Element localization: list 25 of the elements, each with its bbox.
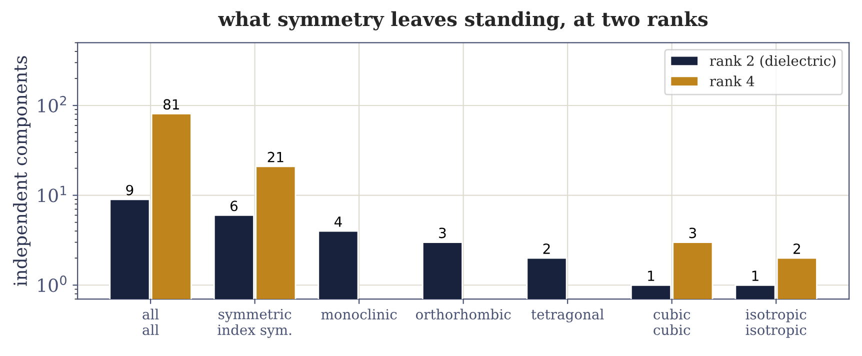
data-label: 6 bbox=[230, 200, 238, 212]
data-label: 1 bbox=[648, 270, 654, 281]
y-axis-title: independent components bbox=[13, 56, 31, 286]
data-label: 4 bbox=[334, 216, 342, 227]
x-tick-label: all all bbox=[142, 308, 159, 336]
y-tick-label: 10$^{0}$ bbox=[38, 276, 66, 292]
x-tick-label: orthorhombic bbox=[416, 308, 511, 320]
legend-label: rank 2 (dielectric) bbox=[710, 55, 836, 68]
data-label: 1 bbox=[752, 270, 758, 281]
y-tick-label: 10$^{2}$ bbox=[38, 96, 66, 112]
legend-label: rank 4 bbox=[710, 76, 754, 86]
x-tick-label: isotropic isotropic bbox=[746, 309, 806, 338]
data-label: 2 bbox=[543, 244, 550, 254]
x-tick-label: symmetric index sym. bbox=[218, 308, 292, 338]
x-tick-label: tetragonal bbox=[531, 308, 604, 322]
data-label: 21 bbox=[268, 152, 284, 162]
data-label: 81 bbox=[164, 99, 179, 110]
data-label: 2 bbox=[794, 244, 800, 254]
chart-title: what symmetry leaves standing, at two ranks bbox=[218, 11, 708, 30]
data-label: 3 bbox=[689, 228, 696, 238]
data-label: 9 bbox=[126, 184, 134, 196]
x-tick-label: cubic cubic bbox=[654, 308, 690, 336]
y-tick-label: 10$^{1}$ bbox=[38, 186, 66, 202]
x-tick-label: monoclinic bbox=[321, 308, 397, 320]
data-label: 3 bbox=[439, 228, 446, 238]
